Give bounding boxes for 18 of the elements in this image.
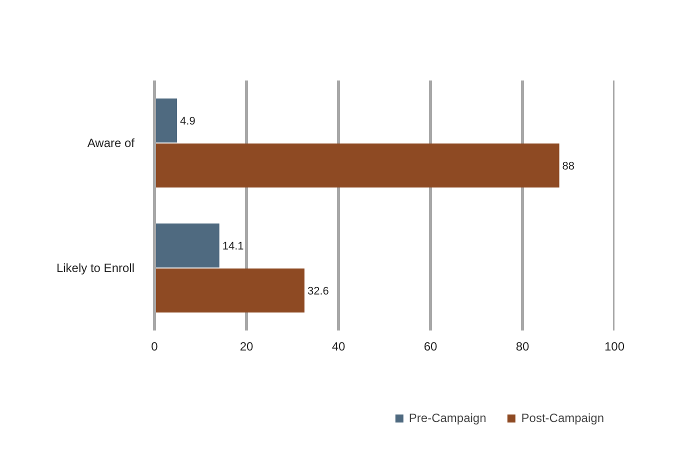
bar — [154, 223, 220, 268]
y-tick-label: Aware of — [87, 136, 136, 150]
y-tick-label: Likely to Enroll — [56, 261, 135, 275]
bar — [154, 143, 560, 188]
x-tick-label: 0 — [151, 340, 158, 354]
x-tick-label: 100 — [604, 340, 625, 354]
x-tick-label: 40 — [332, 340, 346, 354]
x-tick-label: 80 — [516, 340, 530, 354]
bar — [154, 98, 178, 143]
legend-label: Pre-Campaign — [408, 410, 486, 424]
legend-label: Post-Campaign — [521, 410, 604, 424]
x-tick-label: 60 — [424, 340, 438, 354]
data-label: 4.9 — [180, 116, 196, 128]
data-label: 32.6 — [307, 286, 329, 298]
data-label: 88 — [562, 160, 575, 172]
data-label: 14.1 — [222, 240, 244, 252]
bar — [154, 268, 304, 313]
x-tick-label: 20 — [240, 340, 254, 354]
